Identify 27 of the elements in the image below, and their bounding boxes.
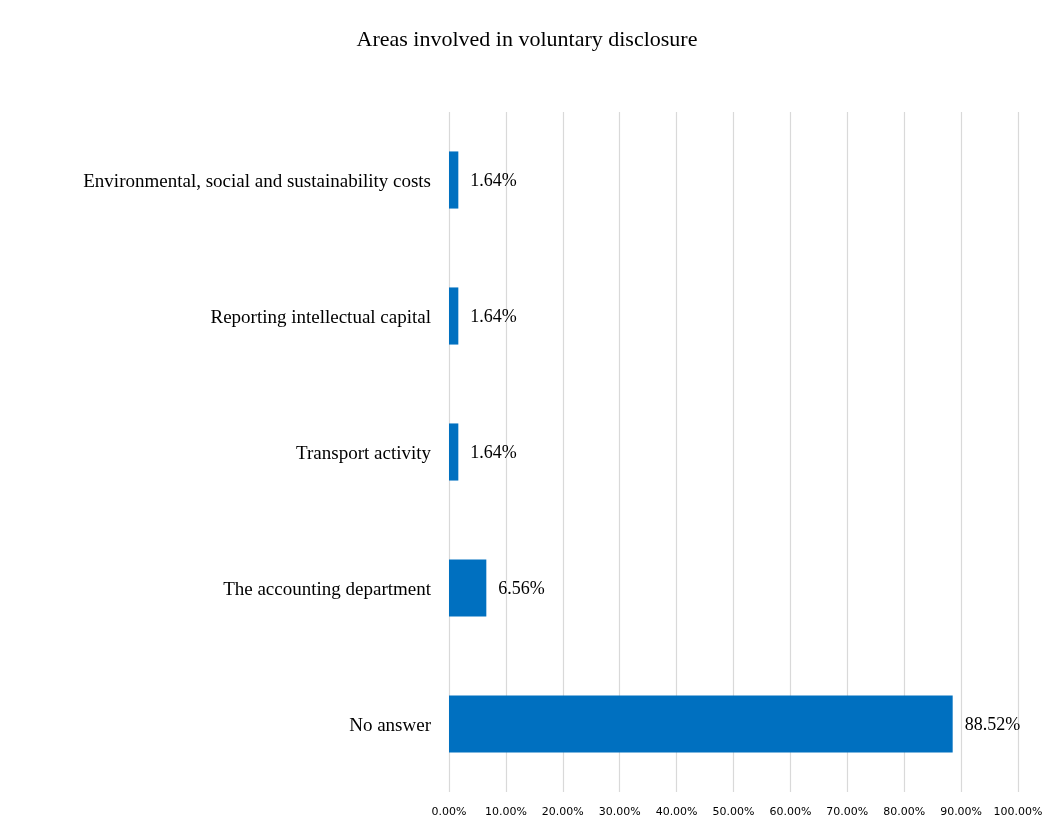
x-tick-label: 40.00%: [655, 805, 698, 818]
data-label: 88.52%: [964, 714, 1021, 734]
y-tick-label: No answer: [349, 713, 432, 735]
y-tick-label: Reporting intellectual capital: [210, 305, 431, 327]
x-tick-label: 90.00%: [940, 805, 983, 818]
x-tick-label: 0.00%: [431, 805, 467, 818]
y-tick-label: Transport activity: [296, 441, 432, 463]
x-tick-label: 30.00%: [598, 805, 641, 818]
bar: [449, 559, 487, 617]
data-label: 1.64%: [470, 170, 517, 190]
data-label: 1.64%: [470, 442, 517, 462]
x-tick-label: 100.00%: [993, 805, 1043, 818]
x-tick-label: 10.00%: [484, 805, 527, 818]
y-tick-label: The accounting department: [223, 577, 432, 599]
x-tick-label: 20.00%: [541, 805, 584, 818]
chart-title: Areas involved in voluntary disclosure: [356, 25, 698, 51]
x-tick-label: 80.00%: [883, 805, 926, 818]
data-label: 6.56%: [498, 578, 545, 598]
bar: [449, 423, 459, 481]
bar: [449, 287, 459, 345]
y-tick-label: Environmental, social and sustainability costs: [83, 169, 431, 191]
x-tick-label: 50.00%: [712, 805, 755, 818]
bar: [449, 695, 953, 753]
data-label: 1.64%: [470, 306, 517, 326]
bar: [449, 151, 459, 209]
x-tick-label: 70.00%: [826, 805, 869, 818]
x-tick-label: 60.00%: [769, 805, 812, 818]
